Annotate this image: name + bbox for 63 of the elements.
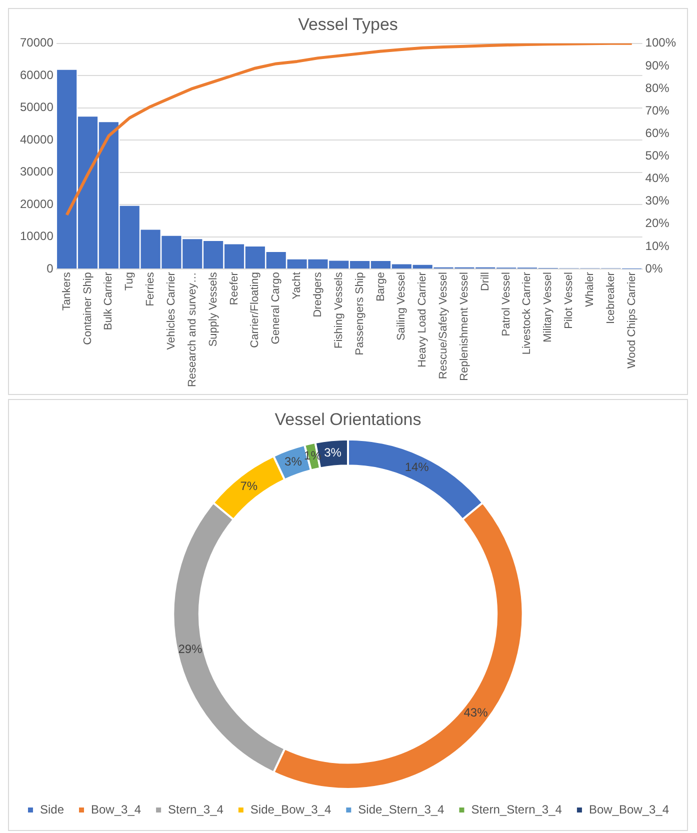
data-label: 1%: [304, 448, 322, 463]
x-tick-label: Replenishment Vessel: [458, 272, 470, 381]
y2-tick-label: 40%: [645, 171, 670, 186]
x-tick-label: Fishing Vessels: [332, 272, 345, 348]
y-tick-label: 70000: [20, 36, 54, 50]
y2-tick-label: 50%: [645, 148, 670, 163]
y2-tick-label: 10%: [645, 238, 670, 253]
y2-tick-label: 20%: [645, 216, 670, 230]
y-tick-label: 40000: [20, 132, 54, 146]
y2-tick-label: 60%: [645, 126, 670, 140]
legend-label: Bow_3_4: [91, 802, 142, 816]
chart-title: Vessel Types: [298, 14, 398, 34]
x-tick-label: Bulk Carrier: [102, 272, 115, 330]
y-tick-label: 60000: [20, 68, 54, 82]
x-tick-label: Yacht: [291, 272, 304, 300]
legend-label: Stern_Stern_3_4: [471, 802, 562, 816]
data-label: 7%: [240, 478, 258, 493]
y2-tick-label: 100%: [645, 36, 676, 50]
x-tick-label: Supply Vessels: [207, 272, 220, 347]
data-label: 43%: [464, 706, 488, 720]
x-tick-label: Tankers: [60, 272, 73, 311]
x-tick-label: Whaler: [584, 272, 596, 307]
y2-tick-label: 30%: [645, 194, 670, 208]
x-tick-label: Rescue/Safety Vessel: [438, 272, 450, 380]
legend-label: Side_Bow_3_4: [250, 802, 332, 816]
x-tick-label: Livestock Carrier: [521, 272, 534, 355]
x-tick-label: Dredgers: [312, 272, 324, 318]
chart-title: Vessel Orientations: [274, 410, 422, 429]
x-tick-label: Wood Chips Carrier: [626, 272, 638, 368]
x-tick-label: Icebreaker: [604, 272, 617, 324]
y-tick-label: 0: [46, 261, 54, 276]
y-tick-label: 10000: [20, 229, 54, 244]
x-tick-label: Sailing Vessel: [396, 272, 408, 341]
x-tick-label: Container Ship: [82, 272, 94, 345]
x-tick-label: Heavy Load Carrier: [416, 272, 429, 368]
data-label: 14%: [404, 460, 430, 474]
legend-label: Bow_Bow_3_4: [588, 802, 670, 816]
x-tick-label: Drill: [479, 272, 492, 292]
x-tick-label: Vehicles Carrier: [165, 272, 178, 350]
x-tick-label: Reefer: [228, 272, 240, 306]
x-tick-label: Passengers Ship: [354, 272, 366, 356]
y2-tick-label: 0%: [645, 261, 663, 276]
x-tick-label: Pilot Vessel: [563, 272, 576, 329]
x-tick-label: Tug: [124, 272, 136, 291]
x-tick-label: Barge: [374, 272, 387, 302]
x-tick-label: Ferries: [144, 272, 157, 306]
legend-label: Side: [40, 802, 64, 816]
y-tick-label: 30000: [20, 164, 54, 179]
x-tick-label: General Cargo: [270, 272, 282, 344]
x-tick-label: Carrier/Floating: [249, 272, 262, 348]
data-label: 3%: [284, 454, 302, 468]
y2-tick-label: 90%: [645, 58, 670, 72]
legend-label: Stern_3_4: [168, 802, 224, 816]
y2-tick-label: 70%: [645, 103, 670, 118]
data-label: 3%: [324, 446, 342, 460]
x-tick-label: Research and survey…: [186, 272, 198, 388]
y-tick-label: 50000: [20, 100, 54, 114]
legend-label: Side_Stern_3_4: [358, 802, 445, 816]
y2-tick-label: 80%: [645, 80, 670, 95]
x-tick-label: Patrol Vessel: [500, 272, 512, 336]
x-tick-label: Military Vessel: [542, 272, 554, 342]
data-label: 29%: [178, 642, 203, 656]
y-tick-label: 20000: [20, 196, 54, 211]
